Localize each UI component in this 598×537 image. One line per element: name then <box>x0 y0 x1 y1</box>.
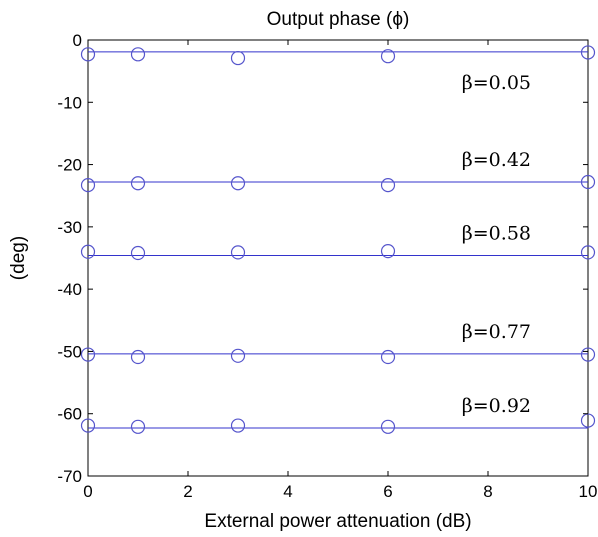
data-point <box>130 245 146 261</box>
y-tick-label: -10 <box>57 93 82 112</box>
data-point <box>230 50 246 66</box>
y-tick-label: -70 <box>57 467 82 486</box>
data-point <box>80 347 96 362</box>
x-tick-label: 10 <box>579 482 598 501</box>
data-point <box>580 45 596 60</box>
data-point <box>580 347 596 362</box>
y-axis-label: (deg) <box>8 236 29 280</box>
x-tick-label: 6 <box>383 482 392 501</box>
beta-label: β=0.77 <box>462 321 531 343</box>
data-point <box>80 178 96 193</box>
x-tick-label: 4 <box>283 482 292 501</box>
data-point <box>230 176 246 191</box>
data-point <box>80 47 96 62</box>
beta-label: β=0.58 <box>462 223 531 245</box>
x-axis-label: External power attenuation (dB) <box>204 511 471 532</box>
data-point <box>380 349 396 365</box>
beta-label: β=0.05 <box>462 72 531 94</box>
data-point <box>130 176 146 191</box>
chart-title: Output phase (ϕ) <box>267 9 410 30</box>
data-point <box>380 49 396 64</box>
data-point <box>130 349 146 365</box>
y-tick-label: -60 <box>57 405 82 424</box>
y-tick-label: -50 <box>57 342 82 361</box>
data-point <box>230 418 246 433</box>
data-point <box>230 348 246 363</box>
data-point <box>230 245 246 260</box>
data-point <box>380 419 396 434</box>
fit-lines <box>88 51 588 429</box>
x-tick-label: 0 <box>83 482 92 501</box>
data-markers <box>80 45 596 434</box>
beta-annotations: β=0.05 β=0.42 β=0.58 β=0.77 β=0.92 <box>462 72 531 417</box>
beta-label: β=0.92 <box>462 395 531 417</box>
data-point <box>80 418 96 433</box>
y-tick-label: -20 <box>57 156 82 175</box>
data-point <box>130 47 146 62</box>
axis-ticks: 0 2 4 6 8 10 0 -10 -20 -30 -40 -50 -60 -70 <box>57 31 597 501</box>
data-point <box>380 244 396 259</box>
y-tick-label: -30 <box>57 218 82 237</box>
beta-label: β=0.42 <box>462 149 531 171</box>
y-tick-label: 0 <box>73 31 82 50</box>
data-point <box>130 419 146 434</box>
x-tick-label: 2 <box>183 482 192 501</box>
data-point <box>580 174 596 190</box>
data-point <box>580 245 596 260</box>
data-point <box>380 178 396 193</box>
y-tick-label: -40 <box>57 280 82 299</box>
data-point <box>80 244 96 259</box>
x-tick-label: 8 <box>483 482 492 501</box>
